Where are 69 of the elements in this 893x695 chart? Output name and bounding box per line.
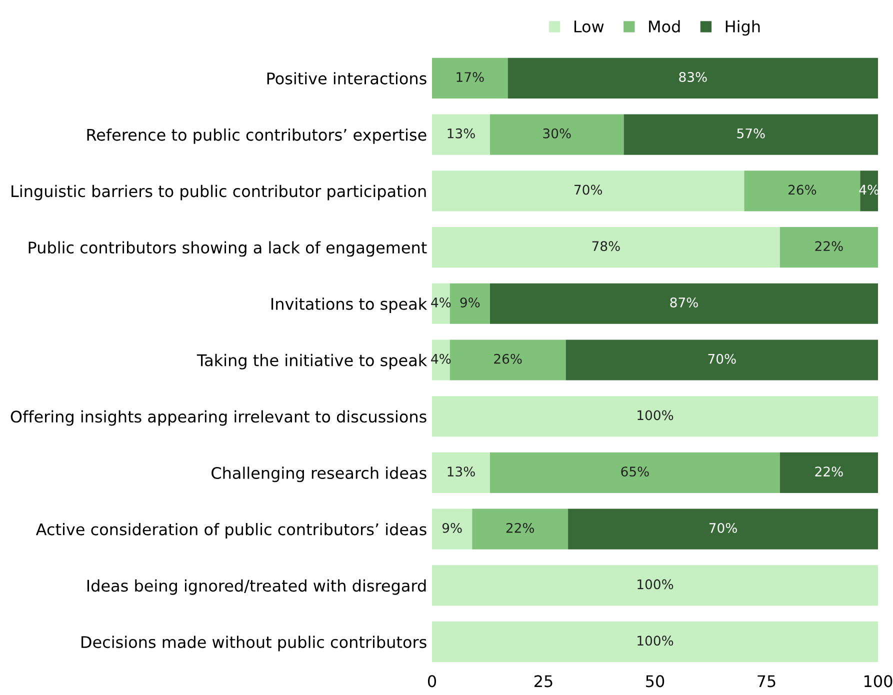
bar bbox=[432, 58, 508, 98]
data-label: 26% bbox=[788, 184, 816, 195]
bar bbox=[432, 226, 780, 268]
bar bbox=[450, 340, 566, 380]
y-tick-label: Positive interactions bbox=[267, 72, 426, 84]
y-tick-label: Reference to public contributors’ expertise bbox=[87, 128, 426, 144]
x-tick-label: 50 bbox=[646, 675, 664, 688]
data-label: 100% bbox=[638, 636, 674, 646]
y-tick-label: Invitations to speak bbox=[272, 298, 428, 314]
data-label: 70% bbox=[708, 354, 736, 364]
bar bbox=[432, 622, 878, 662]
data-label: 4% bbox=[859, 184, 879, 195]
bar bbox=[432, 170, 744, 212]
data-label: 26% bbox=[494, 354, 522, 364]
bar bbox=[780, 452, 878, 494]
bar bbox=[566, 340, 878, 380]
bar bbox=[472, 508, 568, 550]
data-label: 13% bbox=[448, 128, 475, 138]
data-label: 17% bbox=[456, 72, 484, 82]
bar bbox=[508, 58, 878, 98]
bar bbox=[490, 283, 878, 324]
data-label: 78% bbox=[592, 241, 620, 252]
data-label: 83% bbox=[679, 72, 707, 82]
y-tick-label: Taking the initiative to speak bbox=[196, 354, 428, 370]
legend-label: Low bbox=[574, 20, 604, 33]
x-tick-label: 75 bbox=[758, 675, 776, 688]
data-label: 100% bbox=[638, 579, 674, 590]
y-tick-label: Linguistic barriers to public contributor participation bbox=[12, 184, 426, 200]
data-label: 87% bbox=[670, 297, 698, 308]
y-tick-label: Decisions made without public contributors bbox=[82, 636, 426, 652]
y-tick-label: Active consideration of public contributors’ ideas bbox=[36, 523, 426, 538]
bar bbox=[432, 340, 450, 380]
x-tick-label: 0 bbox=[428, 675, 436, 688]
legend-label: High bbox=[726, 20, 760, 36]
bar bbox=[568, 508, 878, 550]
bar bbox=[432, 452, 490, 494]
bar bbox=[780, 226, 878, 268]
data-label: 65% bbox=[621, 466, 649, 477]
bar bbox=[490, 114, 624, 155]
bar bbox=[432, 283, 450, 324]
y-tick-label: Ideas being ignored/treated with disregard bbox=[87, 579, 426, 595]
data-label: 30% bbox=[543, 128, 571, 138]
data-label: 9% bbox=[442, 522, 462, 533]
data-label: 70% bbox=[709, 522, 737, 533]
y-tick-label: Public contributors showing a lack of engagement bbox=[28, 241, 427, 257]
bar bbox=[432, 508, 472, 550]
data-label: 100% bbox=[638, 410, 674, 420]
bar bbox=[450, 283, 490, 324]
x-tick-label: 25 bbox=[534, 675, 552, 688]
y-tick-label: Challenging research ideas bbox=[212, 466, 426, 482]
bar bbox=[860, 170, 878, 212]
bar bbox=[432, 114, 490, 155]
legend-label: Mod bbox=[649, 20, 680, 33]
bar bbox=[624, 114, 878, 155]
data-label: 9% bbox=[460, 297, 480, 308]
bar bbox=[744, 170, 860, 212]
data-label: 4% bbox=[431, 354, 451, 364]
data-label: 13% bbox=[448, 466, 475, 477]
data-label: 4% bbox=[431, 297, 451, 308]
y-tick-label: Offering insights appearing irrelevant to discussions bbox=[10, 410, 426, 426]
bar bbox=[490, 452, 780, 494]
data-label: 22% bbox=[815, 466, 843, 477]
data-label: 57% bbox=[737, 128, 765, 138]
data-label: 70% bbox=[574, 184, 602, 195]
x-tick-label: 100 bbox=[864, 675, 892, 688]
data-label: 22% bbox=[815, 241, 843, 252]
data-label: 22% bbox=[506, 522, 534, 533]
bar bbox=[432, 396, 878, 437]
bar bbox=[432, 565, 878, 606]
